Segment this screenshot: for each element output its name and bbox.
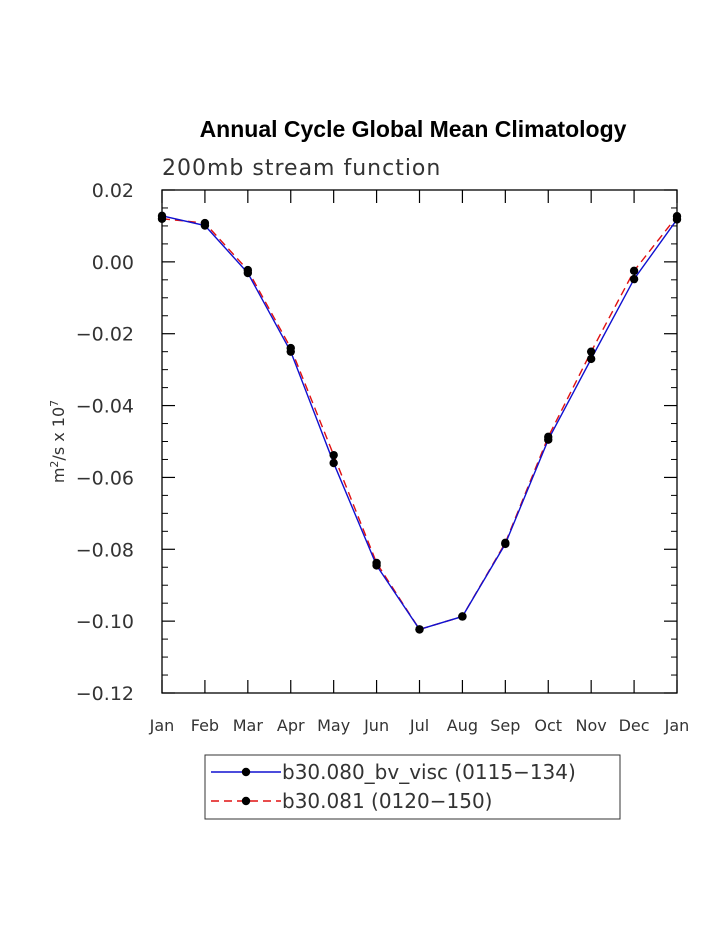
data-point-b30-081	[157, 214, 167, 223]
y-tick-label: 0.02	[92, 180, 134, 202]
legend-label-bv-visc: b30.080_bv_visc (0115−134)	[282, 760, 576, 784]
y-tick-label: 0.00	[92, 252, 134, 274]
x-tick-label: Nov	[576, 716, 607, 735]
ylabel-prefix-sup: 2	[48, 461, 61, 468]
ylabel-suffix-sup: 7	[48, 400, 61, 407]
data-point-bv-visc	[629, 274, 639, 284]
data-point-b30-081	[286, 343, 295, 353]
y-tick-label: −0.10	[76, 611, 134, 633]
x-tick-label: May	[317, 716, 350, 735]
y-tick-label: −0.12	[76, 683, 134, 705]
data-point-b30-081	[243, 265, 253, 275]
y-axis-label: m2/s x 107	[48, 400, 69, 483]
y-tick-label: −0.02	[76, 324, 134, 346]
x-tick-labels: Jan Feb Mar Apr May Jun Jul Aug Sep Oct Nov Dec Jan	[149, 716, 690, 735]
x-tick-label: Apr	[277, 716, 305, 735]
series-points	[157, 211, 682, 634]
x-tick-label: Oct	[534, 716, 562, 735]
y-tick-label: −0.06	[76, 467, 134, 489]
data-point-b30-081	[458, 612, 467, 621]
data-point-b30-081	[586, 347, 596, 356]
data-point-b30-081	[372, 558, 381, 568]
axis-ticks	[161, 189, 678, 694]
data-point-b30-081	[200, 218, 210, 228]
legend-label-b30-081: b30.081 (0120−150)	[282, 789, 492, 813]
data-point-b30-081	[415, 625, 424, 634]
y-tick-labels: 0.02 0.00 −0.02 −0.04 −0.06 −0.08 −0.10 −0.12	[76, 180, 134, 705]
legend-marker-bv-visc	[241, 767, 251, 777]
data-point-b30-081	[544, 432, 553, 442]
data-point-b30-081	[501, 538, 510, 548]
x-tick-label: Mar	[233, 716, 264, 735]
legend-items: b30.080_bv_visc (0115−134) b30.081 (0120−…	[211, 760, 576, 813]
series-line-b30-081	[161, 215, 678, 631]
series-line-bv-visc	[161, 215, 678, 631]
legend-marker-b30-081	[241, 796, 251, 806]
x-tick-label: Feb	[191, 716, 219, 735]
plot-frame-border	[161, 189, 678, 694]
plot-frame	[161, 189, 678, 694]
series-lines	[161, 215, 678, 631]
x-tick-label: Sep	[490, 716, 520, 735]
ylabel-middle: /s x 10	[49, 407, 68, 461]
x-tick-label: Aug	[447, 716, 478, 735]
x-tick-label: Jul	[409, 716, 429, 735]
y-tick-label: −0.08	[76, 539, 134, 561]
y-tick-label: −0.04	[76, 396, 134, 418]
data-point-b30-081	[329, 450, 338, 460]
data-point-bv-visc	[586, 354, 596, 364]
data-point-b30-081	[672, 212, 682, 221]
data-point-bv-visc	[329, 458, 338, 468]
x-tick-label: Jan	[664, 716, 690, 735]
ylabel-prefix: m	[49, 468, 68, 484]
x-tick-label: Dec	[619, 716, 650, 735]
x-tick-label: Jun	[363, 716, 389, 735]
legend: b30.080_bv_visc (0115−134) b30.081 (0120−…	[204, 754, 621, 820]
chart-subtitle: 200mb stream function	[162, 156, 441, 181]
chart-title: Annual Cycle Global Mean Climatology	[200, 116, 627, 142]
x-tick-label: Jan	[149, 716, 175, 735]
legend-box	[204, 754, 621, 820]
data-point-b30-081	[629, 266, 639, 276]
